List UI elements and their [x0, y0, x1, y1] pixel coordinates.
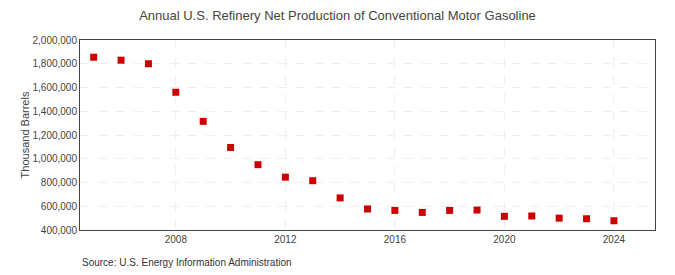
- svg-text:1,800,000: 1,800,000: [33, 58, 78, 69]
- svg-text:1,400,000: 1,400,000: [33, 106, 78, 117]
- svg-text:2008: 2008: [165, 234, 188, 245]
- svg-text:Source: U.S. Energy Informatio: Source: U.S. Energy Information Administ…: [82, 257, 292, 268]
- svg-text:Annual U.S. Refinery Net Produ: Annual U.S. Refinery Net Production of C…: [139, 8, 536, 23]
- svg-text:400,000: 400,000: [41, 225, 78, 236]
- svg-text:1,000,000: 1,000,000: [33, 153, 78, 164]
- svg-text:800,000: 800,000: [41, 177, 78, 188]
- svg-text:2016: 2016: [384, 234, 407, 245]
- svg-text:1,200,000: 1,200,000: [33, 130, 78, 141]
- svg-text:2020: 2020: [493, 234, 516, 245]
- svg-text:1,600,000: 1,600,000: [33, 82, 78, 93]
- svg-text:Thousand Barrels: Thousand Barrels: [19, 91, 31, 178]
- svg-text:2,000,000: 2,000,000: [33, 35, 78, 46]
- svg-text:2012: 2012: [274, 234, 297, 245]
- svg-text:600,000: 600,000: [41, 201, 78, 212]
- svg-text:2024: 2024: [603, 234, 626, 245]
